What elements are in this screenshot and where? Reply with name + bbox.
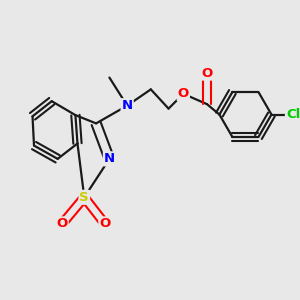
Text: N: N <box>104 152 115 165</box>
Text: Cl: Cl <box>286 108 300 121</box>
Text: O: O <box>201 67 213 80</box>
Text: S: S <box>80 191 89 204</box>
Text: O: O <box>99 218 111 230</box>
Text: O: O <box>56 218 68 230</box>
Text: O: O <box>178 87 189 100</box>
Text: N: N <box>122 99 133 112</box>
